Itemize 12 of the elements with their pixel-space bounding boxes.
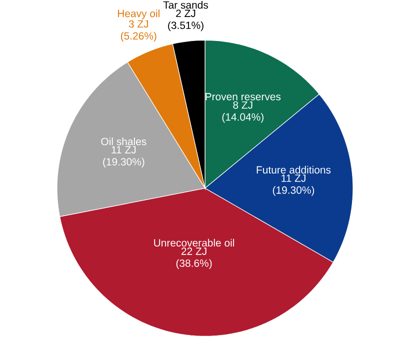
data-label: 11 ZJ (19.30%) xyxy=(272,174,314,196)
slice-label: Future additions xyxy=(256,166,331,174)
slice-label: Tar sands xyxy=(163,0,208,9)
data-label: 8 ZJ (14.04%) xyxy=(222,101,264,123)
slice-label: Proven reserves xyxy=(206,92,281,100)
data-label: 2 ZJ (3.51%) xyxy=(168,10,204,31)
data-label: 3 ZJ (5.26%) xyxy=(120,20,156,42)
slice-label: Unrecoverable oil xyxy=(154,238,234,246)
slice-label: Heavy oil xyxy=(118,9,160,20)
data-label: 11 ZJ (19.30%) xyxy=(103,146,144,168)
slice-label: Oil shales xyxy=(101,137,146,146)
data-label: 22 ZJ (38.6%) xyxy=(176,247,212,269)
